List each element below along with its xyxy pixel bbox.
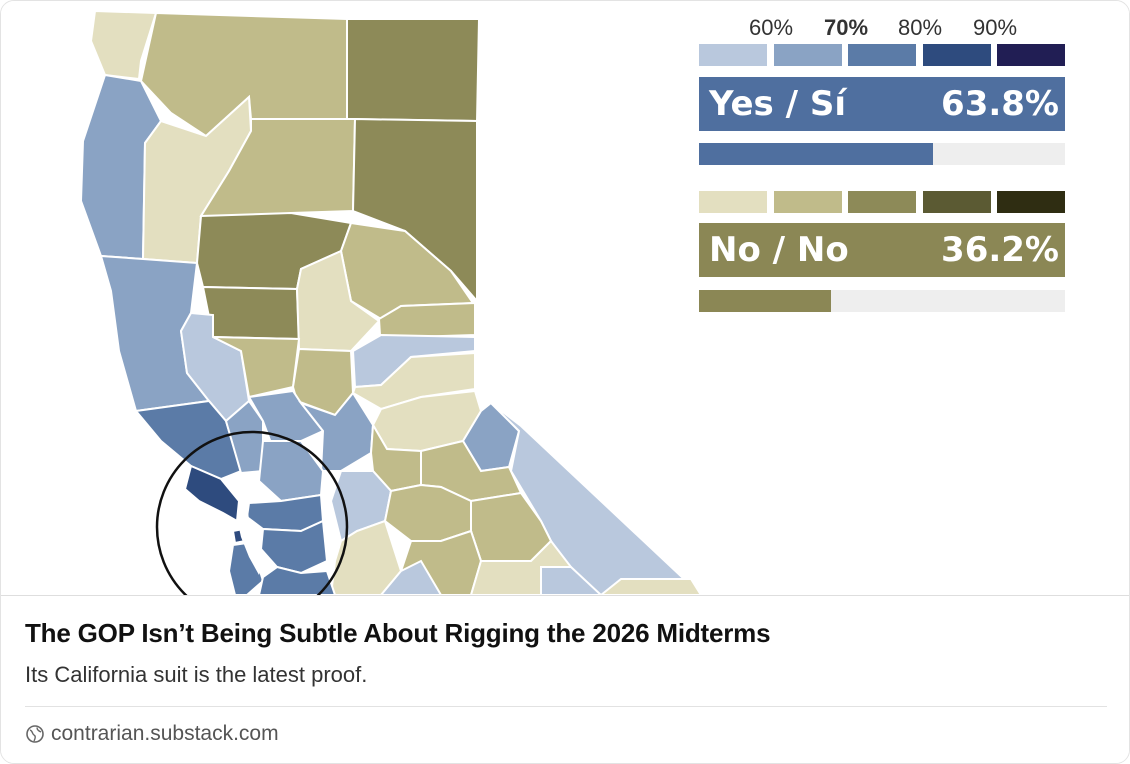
no-progress-track [699,290,1065,312]
legend-swatch [773,191,842,213]
map-region [259,519,329,575]
map-region [201,285,301,341]
legend-swatch [773,44,842,66]
legend-tick-labels: 60% 70% 80% 90% [1,15,1129,43]
yes-label: Yes / Sí [709,84,847,124]
legend-swatch [997,44,1065,66]
map-region [599,578,701,595]
article-footer: The GOP Isn’t Being Subtle About Rigging… [1,596,1129,763]
map-region [247,389,325,445]
no-percent: 36.2% [941,230,1059,270]
yes-result-bar: Yes / Sí 63.8% [699,77,1065,131]
legend-swatch [848,191,916,213]
bay-water [237,501,263,575]
globe-icon [26,725,44,743]
legend-swatch [922,191,991,213]
legend-swatch [699,44,767,66]
legend-swatch [848,44,916,66]
source-domain: contrarian.substack.com [51,722,279,745]
no-label: No / No [709,230,849,270]
county-map [79,9,701,595]
legend-tick: 80% [898,15,943,40]
map-region [212,336,301,399]
yes-progress-track [699,143,1065,165]
legend-swatch [699,191,767,213]
hero-image: 60% 70% 80% 90% Yes / Sí 63.8% No / No 3… [1,1,1129,595]
map-region [257,440,325,503]
hero-divider [1,595,1129,596]
no-result-bar: No / No 36.2% [699,223,1065,277]
legend-tick: 90% [973,15,1018,40]
footer-separator [25,706,1107,707]
legend-tick: 70% [824,15,869,40]
map-region [183,464,241,523]
article-subtitle: Its California suit is the latest proof. [25,662,368,687]
map-region [257,565,337,595]
bay-area-highlight [155,430,349,595]
legend-swatch [997,191,1065,213]
yes-progress-fill [699,143,933,165]
no-progress-fill [699,290,832,312]
map-region [379,559,443,595]
map-region [540,566,603,595]
article-title[interactable]: The GOP Isn’t Being Subtle About Rigging… [25,618,771,648]
source-link[interactable]: contrarian.substack.com [25,722,279,746]
yes-percent: 63.8% [941,84,1059,124]
legend-swatch [922,44,991,66]
legend-tick: 60% [749,15,794,40]
map-region [351,351,476,411]
map-region [134,399,243,481]
